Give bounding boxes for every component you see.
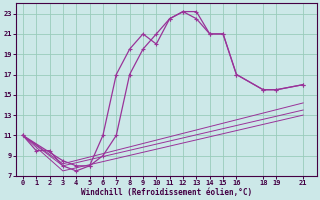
X-axis label: Windchill (Refroidissement éolien,°C): Windchill (Refroidissement éolien,°C) [81,188,252,197]
